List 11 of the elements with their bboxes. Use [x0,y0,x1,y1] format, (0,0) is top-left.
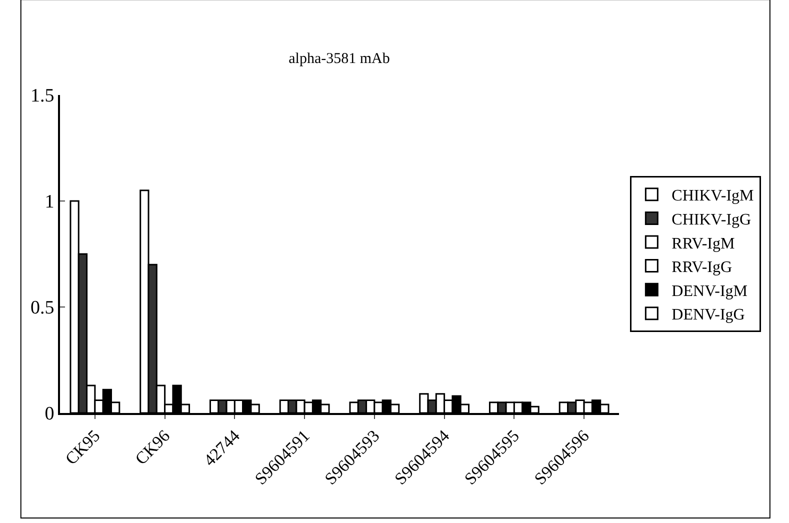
legend-label: RRV-IgM [672,235,735,252]
y-tick-label: 0 [44,404,54,425]
legend-label: DENV-IgM [672,282,748,300]
legend-label: DENV-IgG [672,306,746,324]
legend-label: CHIKV-IgM [672,188,754,205]
legend-label: CHIKV-IgG [672,211,752,228]
y-tick-label: 0.5 [30,298,54,319]
legend-label: RRV-IgG [672,259,732,276]
y-tick-label: 1 [44,192,54,213]
y-tick-label: 1.5 [30,86,54,107]
chart-title: alpha-3581 mAb [288,50,390,67]
